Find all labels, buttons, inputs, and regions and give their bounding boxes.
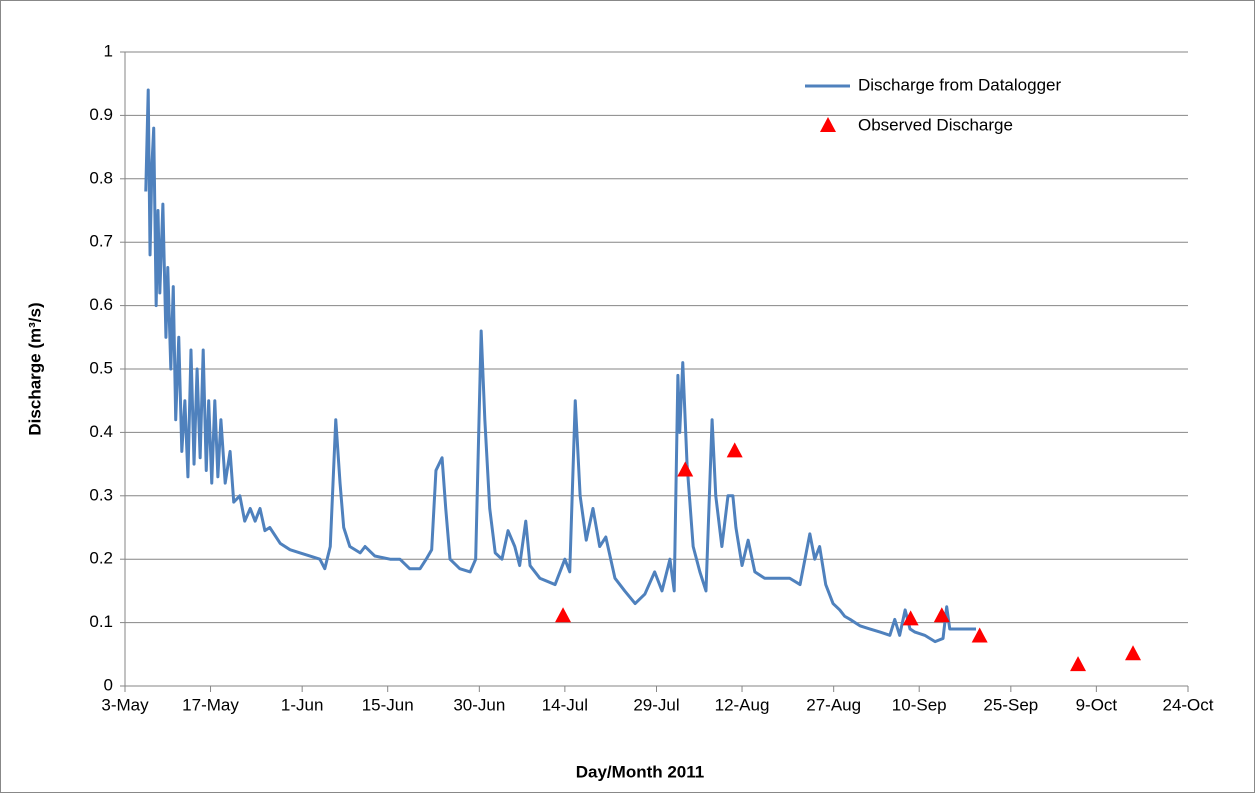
marker [933,607,950,623]
x-tick-label: 17-May [182,695,239,714]
y-tick-label: 0.5 [89,358,113,377]
y-tick-label: 0.4 [89,422,113,441]
x-tick-label: 24-Oct [1162,695,1213,714]
y-tick-label: 1 [104,41,113,60]
x-tick-label: 29-Jul [633,695,679,714]
x-tick-label: 3-May [101,695,149,714]
marker [1125,645,1142,661]
y-axis-label: Discharge (m³/s) [25,302,44,435]
y-tick-label: 0.7 [89,232,113,251]
x-axis-label: Day/Month 2011 [576,762,705,781]
x-tick-label: 12-Aug [715,695,770,714]
x-tick-label: 25-Sep [983,695,1038,714]
x-tick-label: 10-Sep [892,695,947,714]
marker [902,610,919,626]
y-tick-label: 0.8 [89,168,113,187]
marker [677,461,694,477]
x-tick-label: 1-Jun [281,695,324,714]
legend-swatch [820,117,836,132]
legend-label: Observed Discharge [858,115,1013,134]
marker [1070,656,1087,672]
marker [726,442,743,458]
x-tick-label: 27-Aug [806,695,861,714]
y-tick-label: 0.9 [89,105,113,124]
x-tick-label: 9-Oct [1076,695,1118,714]
x-tick-label: 15-Jun [362,695,414,714]
x-tick-label: 14-Jul [542,695,588,714]
data-line [144,88,977,644]
marker [971,627,988,643]
y-tick-label: 0.6 [89,295,113,314]
y-tick-label: 0 [104,675,113,694]
y-tick-label: 0.1 [89,612,113,631]
y-tick-label: 0.3 [89,485,113,504]
y-tick-label: 0.2 [89,549,113,568]
x-tick-label: 30-Jun [453,695,505,714]
legend-label: Discharge from Datalogger [858,75,1061,94]
marker [555,607,572,623]
